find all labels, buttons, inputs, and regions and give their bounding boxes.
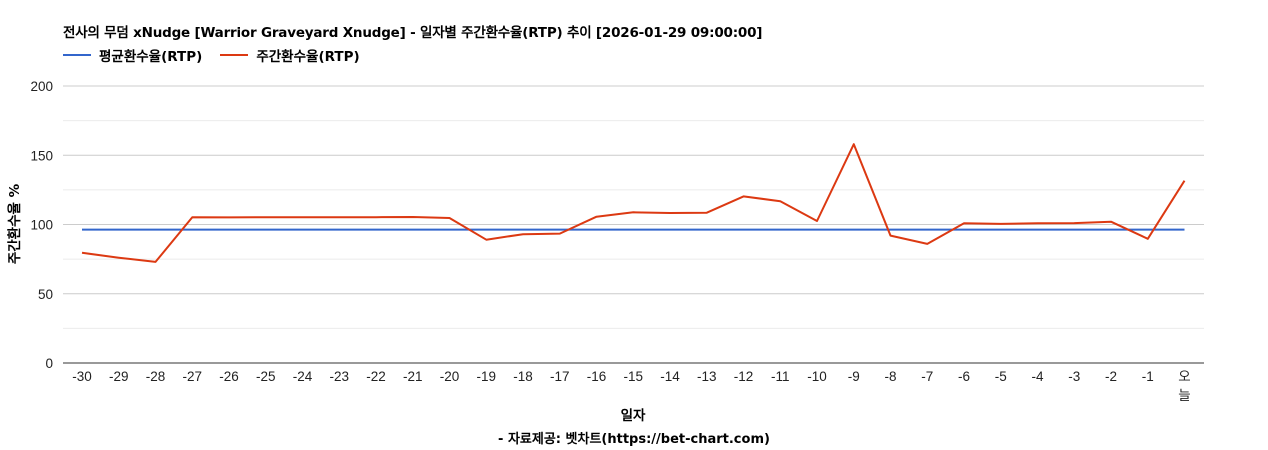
x-tick-label: -26 (219, 369, 239, 384)
series-line-weekly-rtp[interactable] (81, 143, 1186, 263)
chart-legend: 평균환수율(RTP) 주간환수율(RTP) (63, 45, 378, 65)
series-lines (81, 143, 1186, 263)
legend-item-average-rtp[interactable]: 평균환수율(RTP) (63, 45, 202, 65)
x-tick-label: -6 (958, 369, 970, 384)
x-tick-label: -23 (329, 369, 349, 384)
x-axis-ticks: -30 -29 -28 -27 -26 -25 -24 -23 -22 -21 -20 -19 -18 -… (72, 369, 1190, 403)
x-tick-label: -9 (848, 369, 860, 384)
x-tick-label: -5 (995, 369, 1007, 384)
y-axis-ticks: 0 50 100 150 200 (30, 79, 53, 371)
y-tick-label: 0 (45, 356, 53, 371)
x-tick-label: -11 (771, 369, 790, 384)
x-tick-label: -16 (587, 369, 607, 384)
x-tick-label: -13 (697, 369, 717, 384)
x-tick-label: -15 (623, 369, 643, 384)
x-tick-label: -27 (182, 369, 202, 384)
data-source-footer: - 자료제공: 벳차트(https://bet-chart.com) (498, 432, 770, 447)
x-tick-label: -24 (293, 369, 313, 384)
x-tick-label-today: 오 (1178, 369, 1190, 384)
x-tick-label: -20 (440, 369, 460, 384)
legend-label: 주간환수율(RTP) (256, 49, 360, 65)
x-tick-label: -10 (807, 369, 827, 384)
x-tick-label: -17 (550, 369, 570, 384)
x-tick-label: -1 (1142, 369, 1154, 384)
x-tick-label: -29 (109, 369, 129, 384)
x-tick-label: -28 (146, 369, 166, 384)
x-tick-label: -21 (403, 369, 423, 384)
x-tick-label: -3 (1068, 369, 1080, 384)
legend-swatch-average-icon (63, 54, 91, 56)
x-tick-label: -12 (734, 369, 754, 384)
y-axis-title: 주간환수율 % (6, 183, 23, 264)
x-tick-label: -18 (513, 369, 533, 384)
x-tick-label: -30 (72, 369, 92, 384)
legend-swatch-weekly-icon (220, 54, 249, 56)
y-tick-label: 100 (30, 218, 53, 233)
x-tick-label: -2 (1105, 369, 1117, 384)
y-tick-label: 50 (38, 287, 53, 302)
x-axis-title: 일자 (621, 408, 646, 424)
x-tick-label: -19 (476, 369, 496, 384)
x-tick-label: -8 (884, 369, 896, 384)
y-tick-label: 150 (30, 148, 53, 163)
x-tick-label: -7 (921, 369, 933, 384)
y-tick-label: 200 (30, 79, 53, 94)
chart-title: 전사의 무덤 xNudge [Warrior Graveyard Xnudge]… (63, 25, 763, 41)
legend-item-weekly-rtp[interactable]: 주간환수율(RTP) (220, 45, 360, 65)
x-tick-label: -25 (256, 369, 276, 384)
x-tick-label: -4 (1031, 369, 1043, 384)
gridlines (63, 85, 1204, 364)
x-tick-label: -14 (660, 369, 680, 384)
legend-label: 평균환수율(RTP) (99, 49, 203, 65)
x-tick-label: -22 (366, 369, 386, 384)
x-tick-label-today: 늘 (1178, 388, 1190, 403)
